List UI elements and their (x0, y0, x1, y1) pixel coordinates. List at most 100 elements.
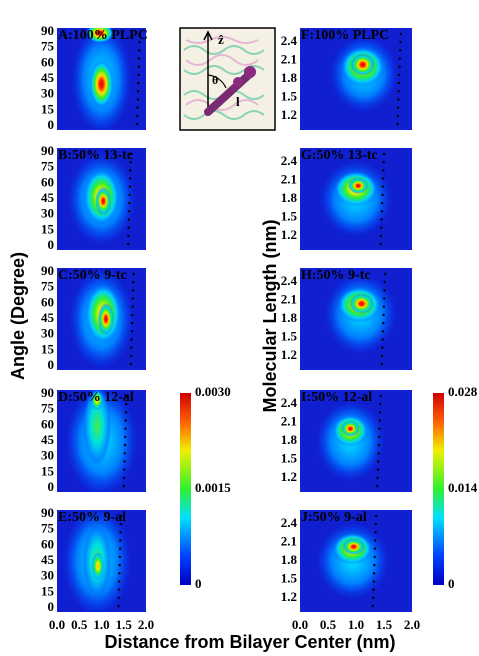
boundary-dot (119, 522, 123, 526)
y-tick-label: 2.1 (281, 291, 297, 306)
x-tick-label: 1.0 (93, 617, 109, 632)
y-axis-title: Molecular Length (nm) (260, 219, 280, 412)
x-tick-label: 0.0 (292, 617, 308, 632)
y-tick-label: 1.2 (281, 227, 297, 242)
boundary-dot (374, 531, 377, 534)
y-tick-label: 30 (41, 326, 54, 341)
boundary-dot (123, 443, 127, 447)
y-tick-label: 90 (41, 263, 54, 278)
density-blob (83, 390, 112, 466)
y-tick-label: 1.2 (281, 469, 297, 484)
colorbar (180, 393, 191, 585)
boundary-dot (137, 57, 141, 60)
boundary-dot (138, 40, 141, 44)
boundary-dot (130, 338, 133, 341)
y-tick-label: 90 (41, 505, 54, 520)
heatmap (300, 510, 412, 612)
boundary-dot (374, 514, 378, 518)
boundary-dot (129, 152, 133, 156)
y-tick-label: 75 (41, 401, 55, 416)
boundary-dot (382, 313, 385, 317)
boundary-dot (137, 65, 140, 68)
x-tick-label: 1.5 (116, 617, 133, 632)
boundary-dot (136, 114, 139, 118)
boundary-dot (373, 563, 376, 567)
panel-label: F:100% PLPC (301, 28, 389, 43)
density-blob (85, 28, 114, 44)
y-tick-label: 30 (41, 448, 54, 463)
boundary-dot (135, 122, 139, 126)
y-tick-label: 75 (41, 279, 55, 294)
boundary-dot (129, 362, 133, 366)
y-tick-label: 30 (41, 86, 54, 101)
y-tick-label: 2.4 (281, 33, 298, 48)
boundary-dot (383, 289, 386, 292)
colorbar-tick-label: 0.0030 (195, 384, 231, 399)
boundary-dot (371, 596, 375, 600)
heatmap (57, 268, 146, 370)
boundary-dot (132, 272, 135, 276)
boundary-dot (128, 185, 132, 188)
y-tick-label: 2.1 (281, 533, 297, 548)
boundary-dot (376, 460, 380, 463)
boundary-dot (130, 330, 134, 333)
panel: H:50% 9-tc2.4 2.1 1.8 1.5 1.2 (281, 268, 412, 370)
boundary-dot (127, 226, 130, 229)
boundary-dot (383, 297, 386, 300)
boundary-dot (374, 522, 378, 526)
y-tick-label: 45 (41, 190, 55, 205)
y-tick-label: 1.8 (281, 310, 298, 325)
y-tick-label: 1.8 (281, 70, 298, 85)
boundary-dot (136, 90, 140, 93)
heatmap (300, 28, 412, 130)
density-blob (89, 60, 114, 109)
panel-label: E:50% 9-al (58, 510, 126, 525)
boundary-dot (136, 98, 140, 101)
boundary-dot (128, 201, 131, 205)
boundary-dot (398, 57, 402, 60)
boundary-dot (396, 114, 399, 118)
boundary-dot (397, 98, 400, 101)
boundary-dot (127, 242, 130, 246)
boundary-dot (377, 452, 380, 455)
y-tick-label: 2.4 (281, 515, 298, 530)
boundary-dot (129, 160, 132, 164)
y-tick-label: 60 (41, 536, 54, 551)
heatmap (57, 148, 146, 250)
density-blob (95, 187, 112, 216)
boundary-dot (378, 411, 382, 414)
boundary-dot (397, 81, 401, 85)
colorbar-tick-label: 0.028 (448, 384, 478, 399)
boundary-dot (374, 539, 377, 542)
boundary-dot (137, 73, 140, 77)
y-tick-label: 2.4 (281, 153, 298, 168)
y-tick-label: 15 (41, 101, 55, 116)
boundary-dot (399, 40, 402, 44)
density-blob (342, 538, 365, 555)
panel-label: B:50% 13-tc (58, 148, 133, 163)
boundary-dot (379, 234, 383, 238)
heatmap (300, 148, 412, 250)
boundary-dot (123, 468, 126, 471)
y-tick-label: 2.1 (281, 51, 297, 66)
boundary-dot (124, 419, 127, 422)
inset-label: l⃗ (236, 94, 250, 109)
panel-label: J:50% 9-al (301, 510, 367, 525)
boundary-dot (396, 122, 399, 126)
panel-label: D:50% 12-al (58, 390, 134, 405)
boundary-dot (372, 580, 375, 583)
boundary-dot (381, 177, 385, 180)
boundary-dot (376, 468, 380, 471)
boundary-dot (131, 313, 134, 317)
boundary-dot (379, 242, 382, 246)
x-axis-title: Distance from Bilayer Center (nm) (104, 632, 395, 652)
density-blob (350, 53, 375, 76)
panel-label: A:100% PLPC (58, 28, 148, 43)
boundary-dot (380, 218, 383, 221)
boundary-dot (122, 484, 125, 488)
heatmap (57, 390, 146, 492)
